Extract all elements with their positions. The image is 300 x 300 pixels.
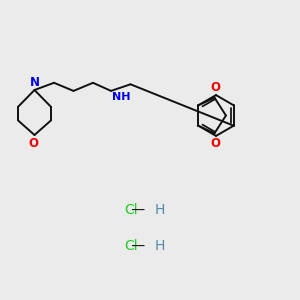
Text: H: H <box>154 203 165 217</box>
Text: O: O <box>211 137 221 150</box>
Text: O: O <box>211 81 221 94</box>
Text: Cl: Cl <box>124 239 138 253</box>
Text: NH: NH <box>112 92 130 101</box>
Text: —: — <box>127 203 149 217</box>
Text: H: H <box>154 239 165 253</box>
Text: O: O <box>28 137 38 150</box>
Text: Cl: Cl <box>124 203 138 217</box>
Text: —: — <box>127 239 149 253</box>
Text: N: N <box>29 76 40 88</box>
